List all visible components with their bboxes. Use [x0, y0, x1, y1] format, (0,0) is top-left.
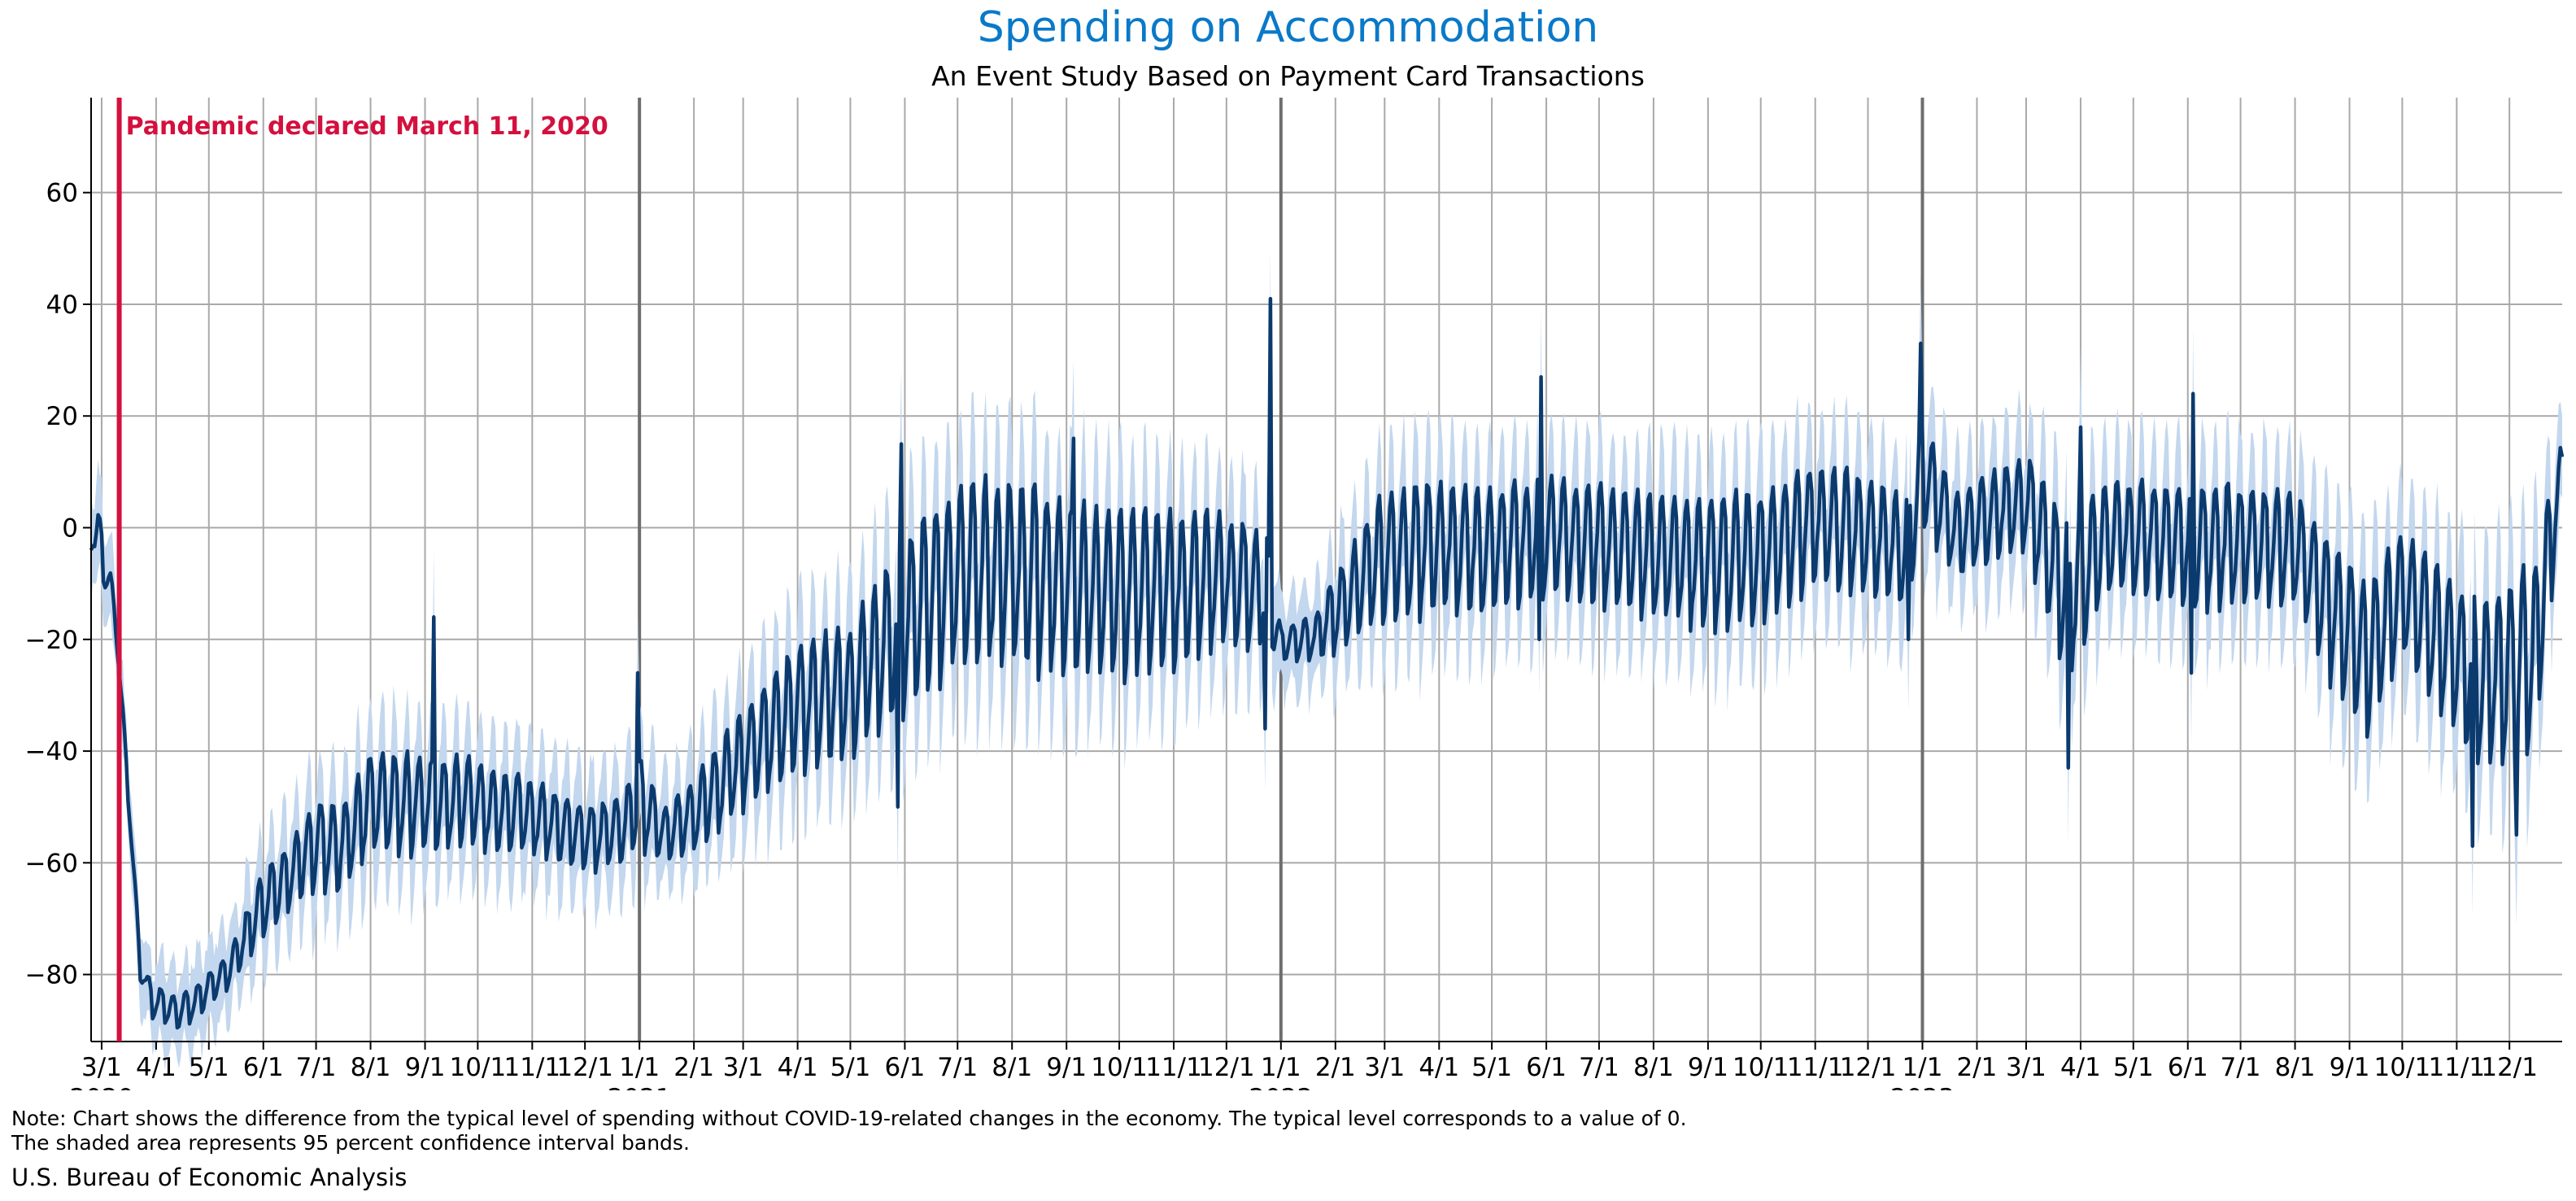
confidence-band — [91, 249, 2562, 1071]
y-tick-label: 60 — [46, 179, 78, 208]
x-tick-label: 6/1 — [243, 1053, 284, 1082]
x-tick-label: 12/1 — [556, 1053, 613, 1082]
x-year-label: 2022 — [1249, 1084, 1313, 1090]
x-tick-label: 11/1 — [2429, 1053, 2486, 1082]
x-tick-label: 9/1 — [2330, 1053, 2370, 1082]
x-tick-label: 5/1 — [189, 1053, 229, 1082]
x-tick-label: 7/1 — [1579, 1053, 1619, 1082]
x-tick-label: 2/1 — [1957, 1053, 1998, 1082]
x-tick-label: 11/1 — [1145, 1053, 1202, 1082]
x-tick-label: 10/1 — [450, 1053, 507, 1082]
x-tick-label: 9/1 — [1046, 1053, 1087, 1082]
x-tick-label: 7/1 — [296, 1053, 337, 1082]
note-line-2: The shaded area represents 95 percent co… — [11, 1131, 690, 1155]
x-tick-label: 4/1 — [778, 1053, 818, 1082]
x-tick-label: 4/1 — [136, 1053, 177, 1082]
x-tick-label: 7/1 — [2221, 1053, 2261, 1082]
x-tick-label: 6/1 — [1526, 1053, 1567, 1082]
y-tick-label: −60 — [25, 849, 78, 878]
x-tick-label: 4/1 — [1419, 1053, 1459, 1082]
chart-title: Spending on Accommodation — [977, 3, 1599, 52]
x-year-label: 2023 — [1890, 1084, 1955, 1090]
x-tick-label: 12/1 — [1840, 1053, 1897, 1082]
chart-note: Note: Chart shows the difference from th… — [11, 1107, 1687, 1155]
y-tick-label: 40 — [46, 290, 78, 320]
x-tick-label: 3/1 — [1364, 1053, 1405, 1082]
x-tick-label: 6/1 — [2168, 1053, 2208, 1082]
x-tick-label: 9/1 — [1688, 1053, 1728, 1082]
x-year-label: 2021 — [608, 1084, 672, 1090]
event-marker: Pandemic declared March 11, 2020 — [116, 98, 608, 1042]
x-tick-label: 8/1 — [351, 1053, 391, 1082]
y-tick-label: −80 — [25, 961, 78, 990]
x-year-label: 2020 — [70, 1084, 134, 1090]
y-tick-label: −20 — [25, 626, 78, 655]
x-tick-label: 1/1 — [1261, 1053, 1301, 1082]
event-label: Pandemic declared March 11, 2020 — [126, 112, 608, 141]
note-line-1: Note: Chart shows the difference from th… — [11, 1107, 1687, 1130]
x-tick-label: 1/1 — [619, 1053, 660, 1082]
x-tick-label: 12/1 — [1198, 1053, 1255, 1082]
x-tick-label: 5/1 — [2113, 1053, 2154, 1082]
x-tick-label: 1/1 — [1903, 1053, 1943, 1082]
x-tick-label: 8/1 — [992, 1053, 1032, 1082]
spending-line-path — [89, 296, 2565, 1030]
chart-subtitle: An Event Study Based on Payment Card Tra… — [931, 60, 1645, 92]
x-tick-label: 10/1 — [1733, 1053, 1789, 1082]
x-tick-label: 8/1 — [1633, 1053, 1674, 1082]
x-tick-label: 7/1 — [937, 1053, 978, 1082]
y-tick-label: −40 — [25, 737, 78, 766]
x-tick-label: 5/1 — [830, 1053, 870, 1082]
x-tick-label: 9/1 — [405, 1053, 446, 1082]
x-tick-label: 2/1 — [1315, 1053, 1356, 1082]
x-tick-label: 10/1 — [1091, 1053, 1148, 1082]
chart-plot: −80 −60 −40 −20 0 20 40 60 3/1 4/1 5/1 6/1 7/1 8/1 9/1… — [25, 98, 2565, 1090]
x-tick-label: 3/1 — [81, 1053, 122, 1082]
axes: −80 −60 −40 −20 0 20 40 60 3/1 4/1 5/1 6/1 7/1 8/1 9/1… — [25, 98, 2562, 1090]
x-tick-label: 11/1 — [504, 1053, 561, 1082]
x-tick-label: 11/1 — [1787, 1053, 1844, 1082]
confidence-band-area — [91, 249, 2562, 1071]
x-tick-label: 6/1 — [884, 1053, 925, 1082]
x-tick-label: 3/1 — [723, 1053, 764, 1082]
x-tick-label: 4/1 — [2060, 1053, 2101, 1082]
y-tick-label: 0 — [62, 514, 78, 544]
x-tick-label: 10/1 — [2374, 1053, 2431, 1082]
spending-line — [89, 296, 2565, 1030]
x-tick-label: 5/1 — [1471, 1053, 1512, 1082]
x-tick-label: 12/1 — [2481, 1053, 2538, 1082]
x-tick-label: 3/1 — [2006, 1053, 2046, 1082]
grid-lines — [91, 98, 2562, 1042]
source-credit: U.S. Bureau of Economic Analysis — [11, 1164, 408, 1191]
x-tick-label: 8/1 — [2275, 1053, 2316, 1082]
y-tick-label: 20 — [46, 402, 78, 431]
x-tick-label: 2/1 — [673, 1053, 714, 1082]
